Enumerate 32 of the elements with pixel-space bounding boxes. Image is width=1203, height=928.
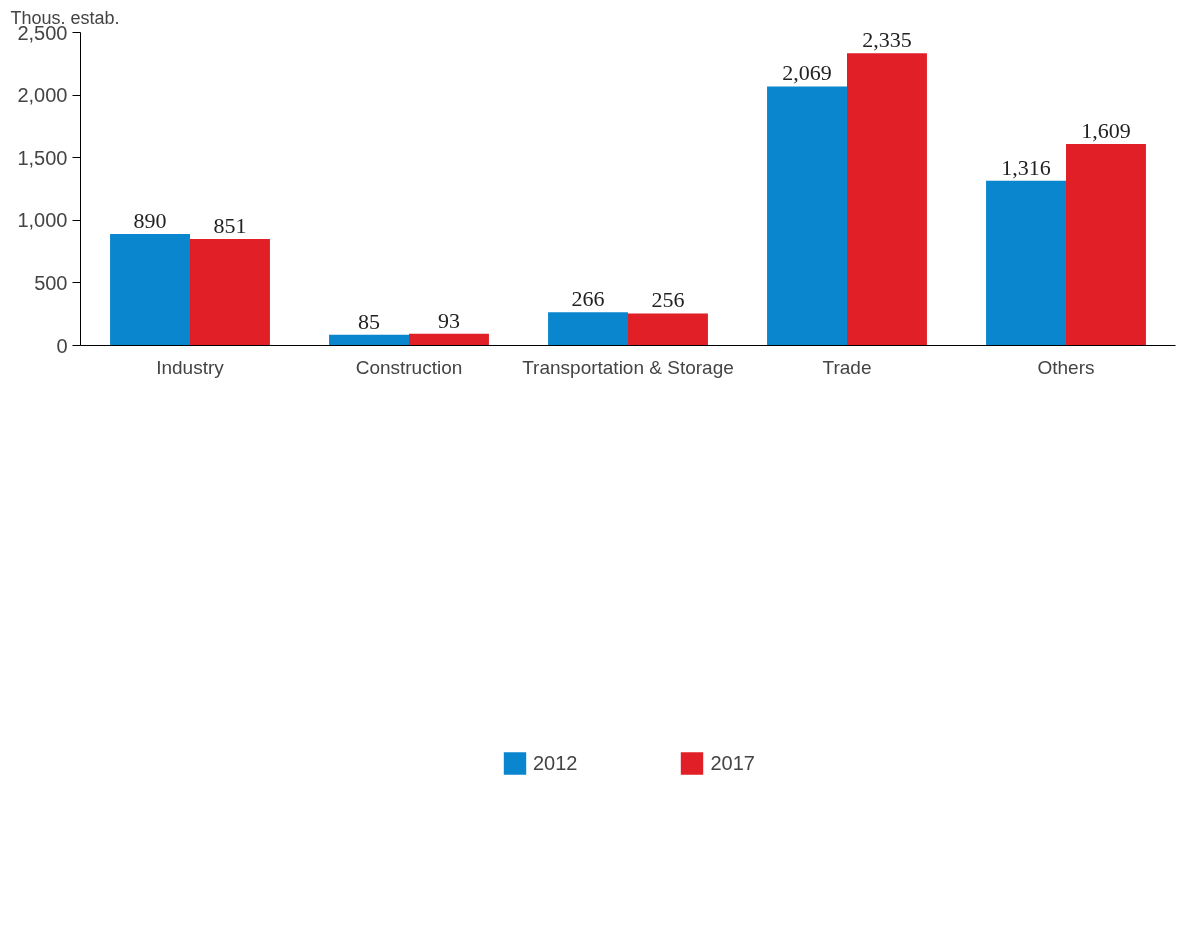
bar — [110, 234, 190, 346]
x-tick-label: Construction — [355, 356, 463, 378]
bar — [986, 180, 1066, 346]
data-label: 1,316 — [1001, 154, 1051, 180]
legend-label: 2017 — [710, 751, 755, 775]
x-tick-label: Industry — [156, 356, 225, 378]
y-tick-label: 500 — [34, 271, 68, 294]
bar — [329, 334, 409, 346]
bar — [1066, 144, 1146, 346]
data-label: 85 — [358, 308, 381, 334]
bar — [767, 86, 847, 346]
data-label: 2,069 — [782, 60, 832, 86]
y-tick-label: 0 — [56, 334, 68, 357]
legend-label: 2012 — [533, 751, 578, 775]
data-label: 890 — [133, 208, 167, 234]
data-label: 266 — [571, 286, 605, 312]
bar — [628, 313, 708, 346]
y-tick-label: 1,000 — [17, 209, 68, 232]
data-label: 1,609 — [1081, 118, 1131, 144]
y-tick-label: 2,000 — [17, 84, 68, 107]
data-label: 2,335 — [862, 27, 912, 53]
bar — [409, 333, 489, 346]
x-tick-label: Trade — [822, 356, 872, 378]
y-tick-label: 1,500 — [17, 146, 68, 169]
x-tick-label: Transportation & Storage — [522, 356, 734, 378]
data-label: 256 — [651, 287, 685, 313]
bar — [548, 312, 628, 346]
bar — [847, 53, 927, 346]
bar — [190, 238, 270, 346]
x-tick-label: Others — [1037, 356, 1095, 378]
data-label: 93 — [437, 307, 460, 333]
data-label: 851 — [213, 212, 247, 238]
